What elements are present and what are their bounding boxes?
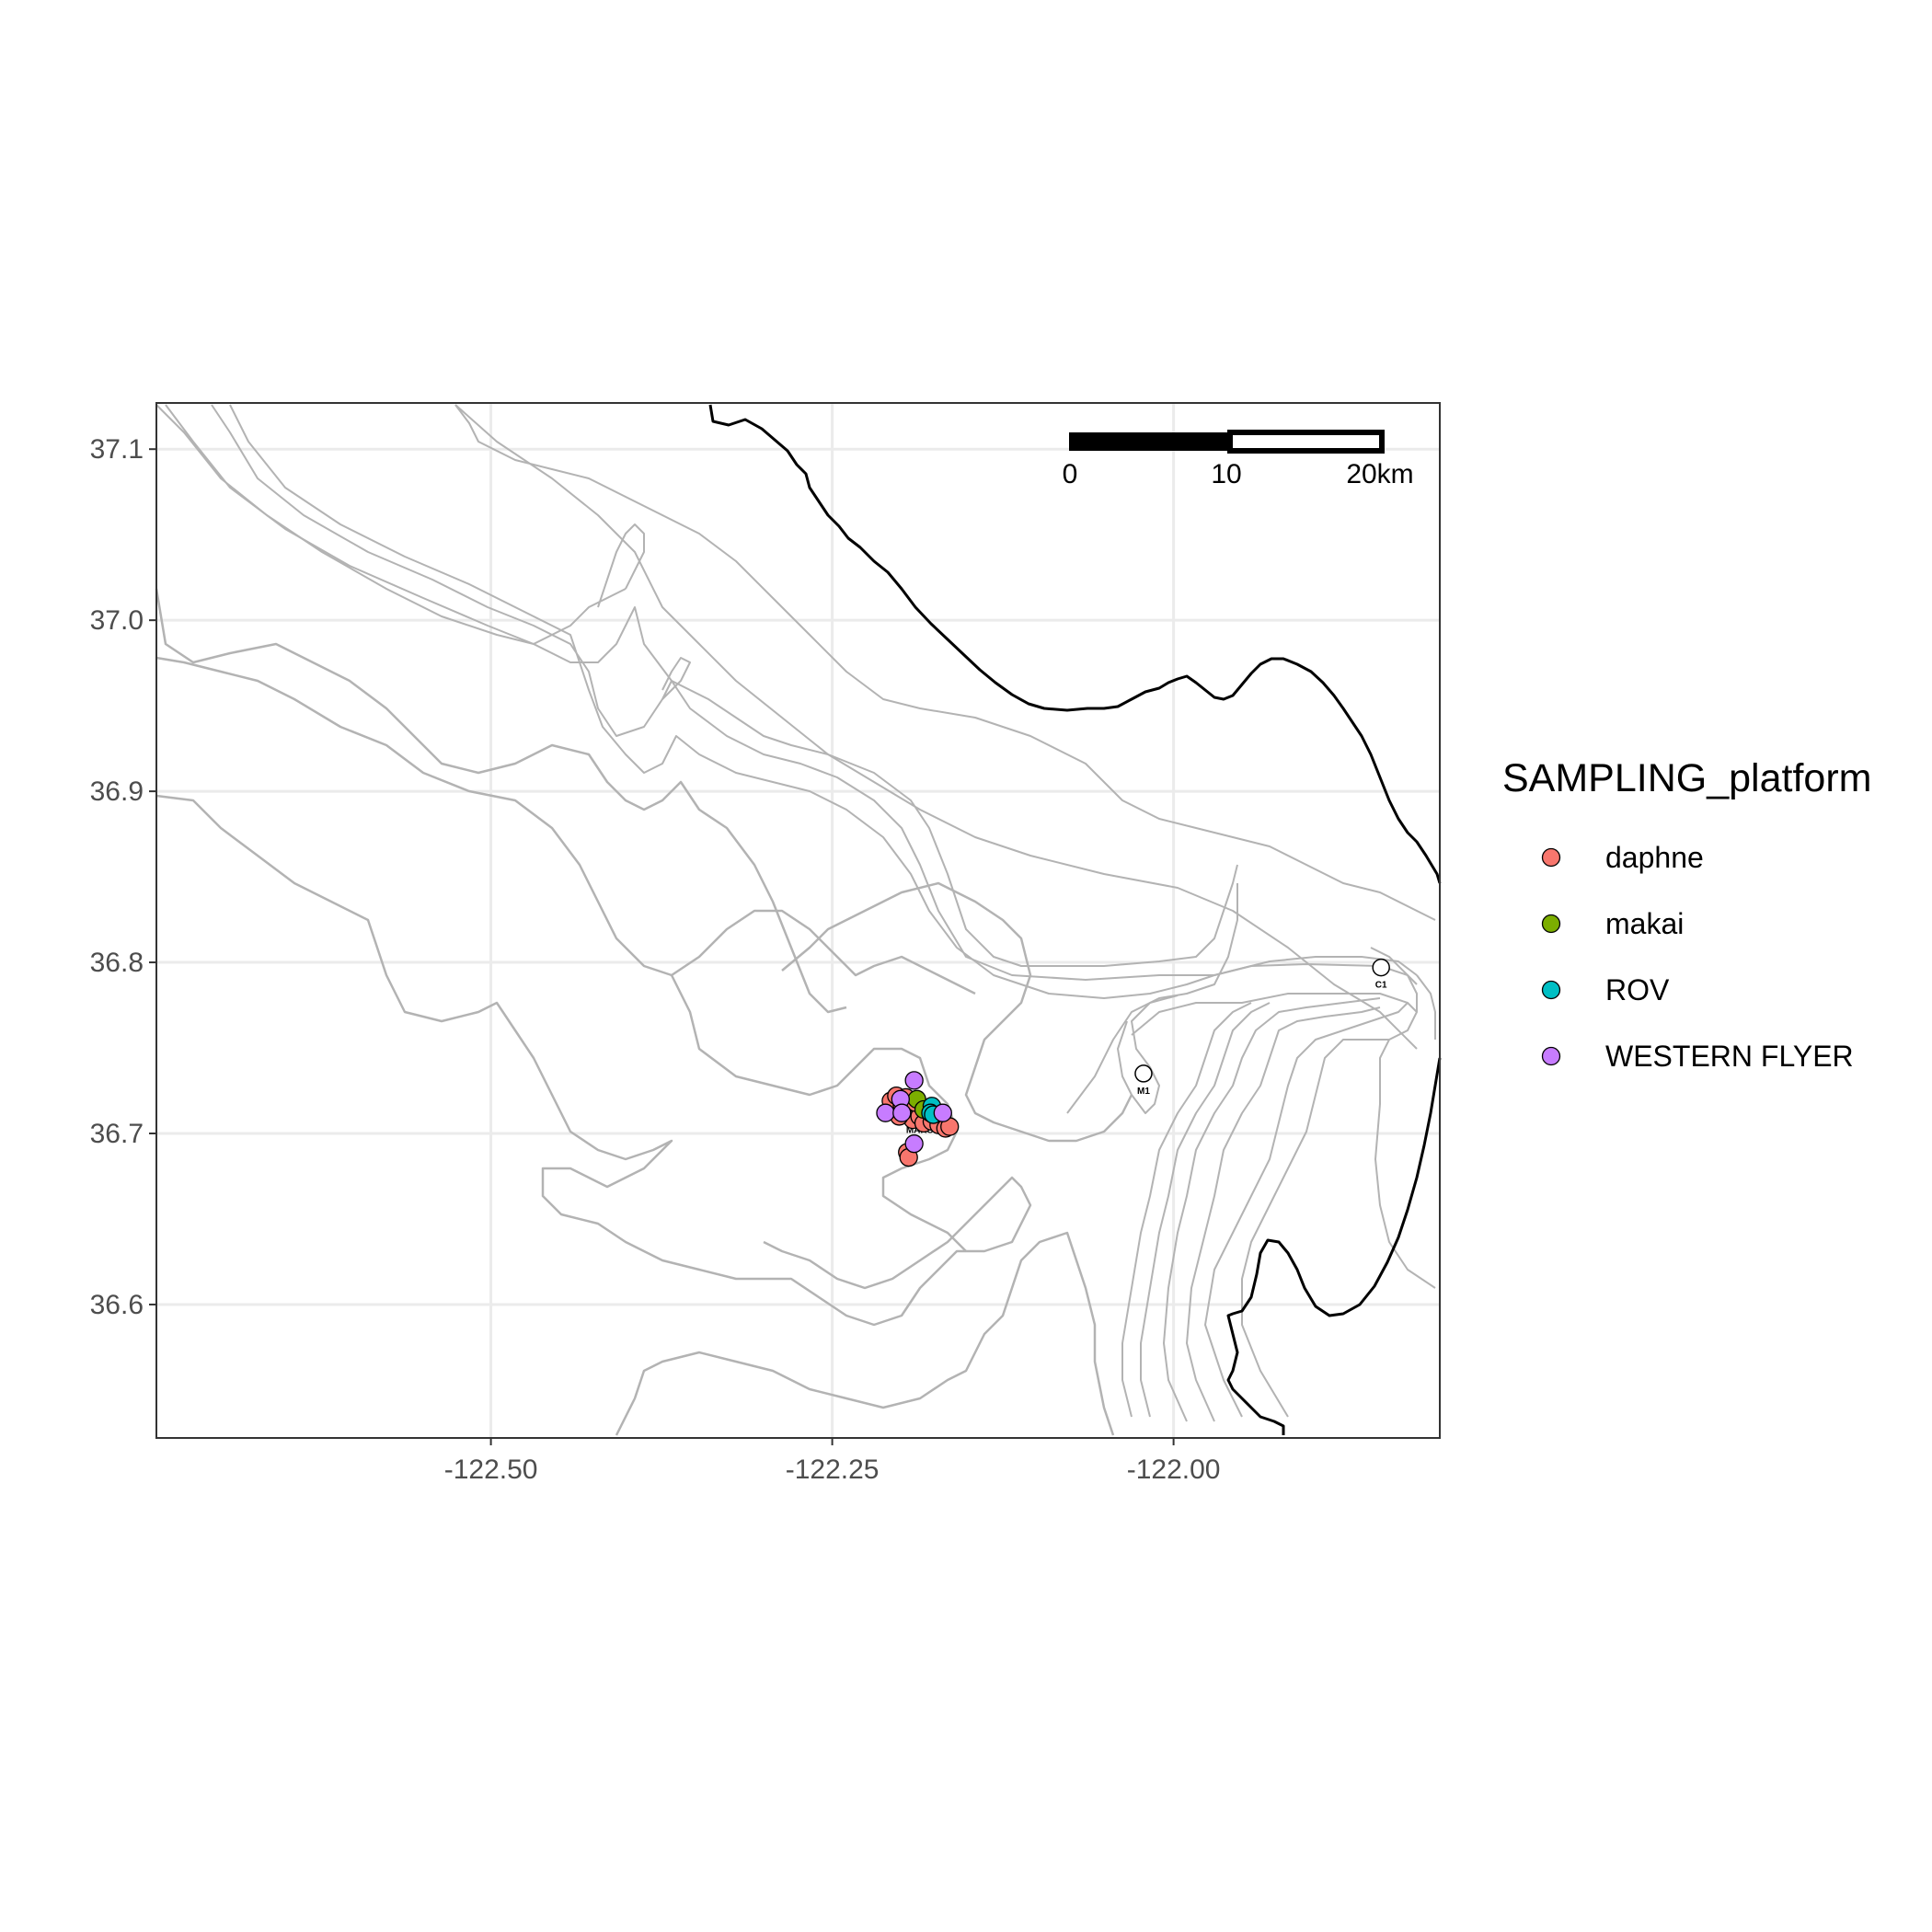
y-tick-label: 36.6 <box>90 1290 144 1320</box>
point-western-flyer <box>933 1103 952 1122</box>
contour-canyon-lower-3 <box>1163 997 1381 1422</box>
station-marker-m1 <box>1134 1064 1153 1083</box>
contour-shelf-north <box>454 404 1418 1050</box>
contour-shelf-upper <box>155 404 627 645</box>
legend-title: SAMPLING_platform <box>1502 756 1871 800</box>
point-western-flyer <box>904 1134 924 1154</box>
contour-slope-1 <box>155 588 847 1014</box>
contour-deep-4 <box>615 1231 1115 1436</box>
contour-deep-3 <box>781 881 1133 1143</box>
x-tick-label: -122.50 <box>444 1455 538 1485</box>
station-marker-c1 <box>1372 958 1390 977</box>
station-label-m1: M1 <box>1137 1087 1150 1097</box>
legend-key-western-flyer <box>1541 1046 1561 1066</box>
scale-label-10: 10 <box>1211 459 1241 489</box>
point-western-flyer <box>892 1103 912 1122</box>
y-tick-label: 36.7 <box>90 1119 144 1149</box>
x-axis: -122.50 -122.25 -122.00 <box>444 1438 1221 1485</box>
legend-key-daphne <box>1541 847 1561 868</box>
y-tick-label: 37.1 <box>90 434 144 465</box>
contour-canyon-lower-4 <box>1186 1006 1381 1422</box>
legend-label-rov: ROV <box>1605 973 1670 1006</box>
scale-bar: 0 10 20km <box>1063 430 1414 489</box>
contour-canyon-lower <box>1121 1002 1252 1418</box>
contour-slope-2 <box>155 656 976 995</box>
coastline <box>708 404 1442 1435</box>
legend: SAMPLING_platform daphne makai ROV WESTERN … <box>1502 756 1871 1073</box>
mooring-stations: M1C1MARS <box>906 958 1390 1136</box>
scale-label-20km: 20km <box>1346 459 1413 489</box>
scale-bar-segment-black <box>1069 432 1230 451</box>
point-western-flyer <box>876 1103 895 1122</box>
contour-deep-2 <box>670 974 967 1252</box>
contour-canyon-lower-2 <box>1140 1002 1271 1418</box>
x-tick-label: -122.00 <box>1127 1455 1221 1485</box>
contour-nearshore <box>1204 1002 1409 1418</box>
contour-deep-1 <box>155 794 1032 1327</box>
contour-bay-inner <box>1370 947 1436 1289</box>
y-tick-label: 36.9 <box>90 776 144 807</box>
contour-m1-finger <box>1117 995 1179 1114</box>
legend-key-rov <box>1541 980 1561 1000</box>
y-tick-label: 36.8 <box>90 948 144 978</box>
contour-upper-2 <box>211 404 1418 981</box>
scale-label-0: 0 <box>1063 459 1078 489</box>
legend-key-makai <box>1541 914 1561 934</box>
contour-offshore-ne <box>454 404 1436 921</box>
point-western-flyer <box>904 1071 924 1090</box>
station-label-c1: C1 <box>1375 981 1387 991</box>
legend-label-western-flyer: WESTERN FLYER <box>1605 1040 1854 1073</box>
contour-upper-3 <box>229 404 1418 999</box>
map-panel-border <box>155 402 1441 1439</box>
contour-upper-1 <box>165 404 1238 967</box>
bathymetry-contours <box>155 404 1436 1436</box>
legend-entries: daphne makai ROV WESTERN FLYER <box>1541 841 1854 1073</box>
legend-label-daphne: daphne <box>1605 841 1704 874</box>
y-axis: 36.6 36.7 36.8 36.9 37.0 37.1 <box>90 434 156 1320</box>
y-tick-label: 37.0 <box>90 605 144 636</box>
x-tick-label: -122.25 <box>786 1455 880 1485</box>
contour-north-shelf <box>597 523 691 700</box>
sample-points <box>876 1071 960 1167</box>
scale-bar-segment-white <box>1227 430 1385 454</box>
legend-label-makai: makai <box>1605 907 1684 940</box>
